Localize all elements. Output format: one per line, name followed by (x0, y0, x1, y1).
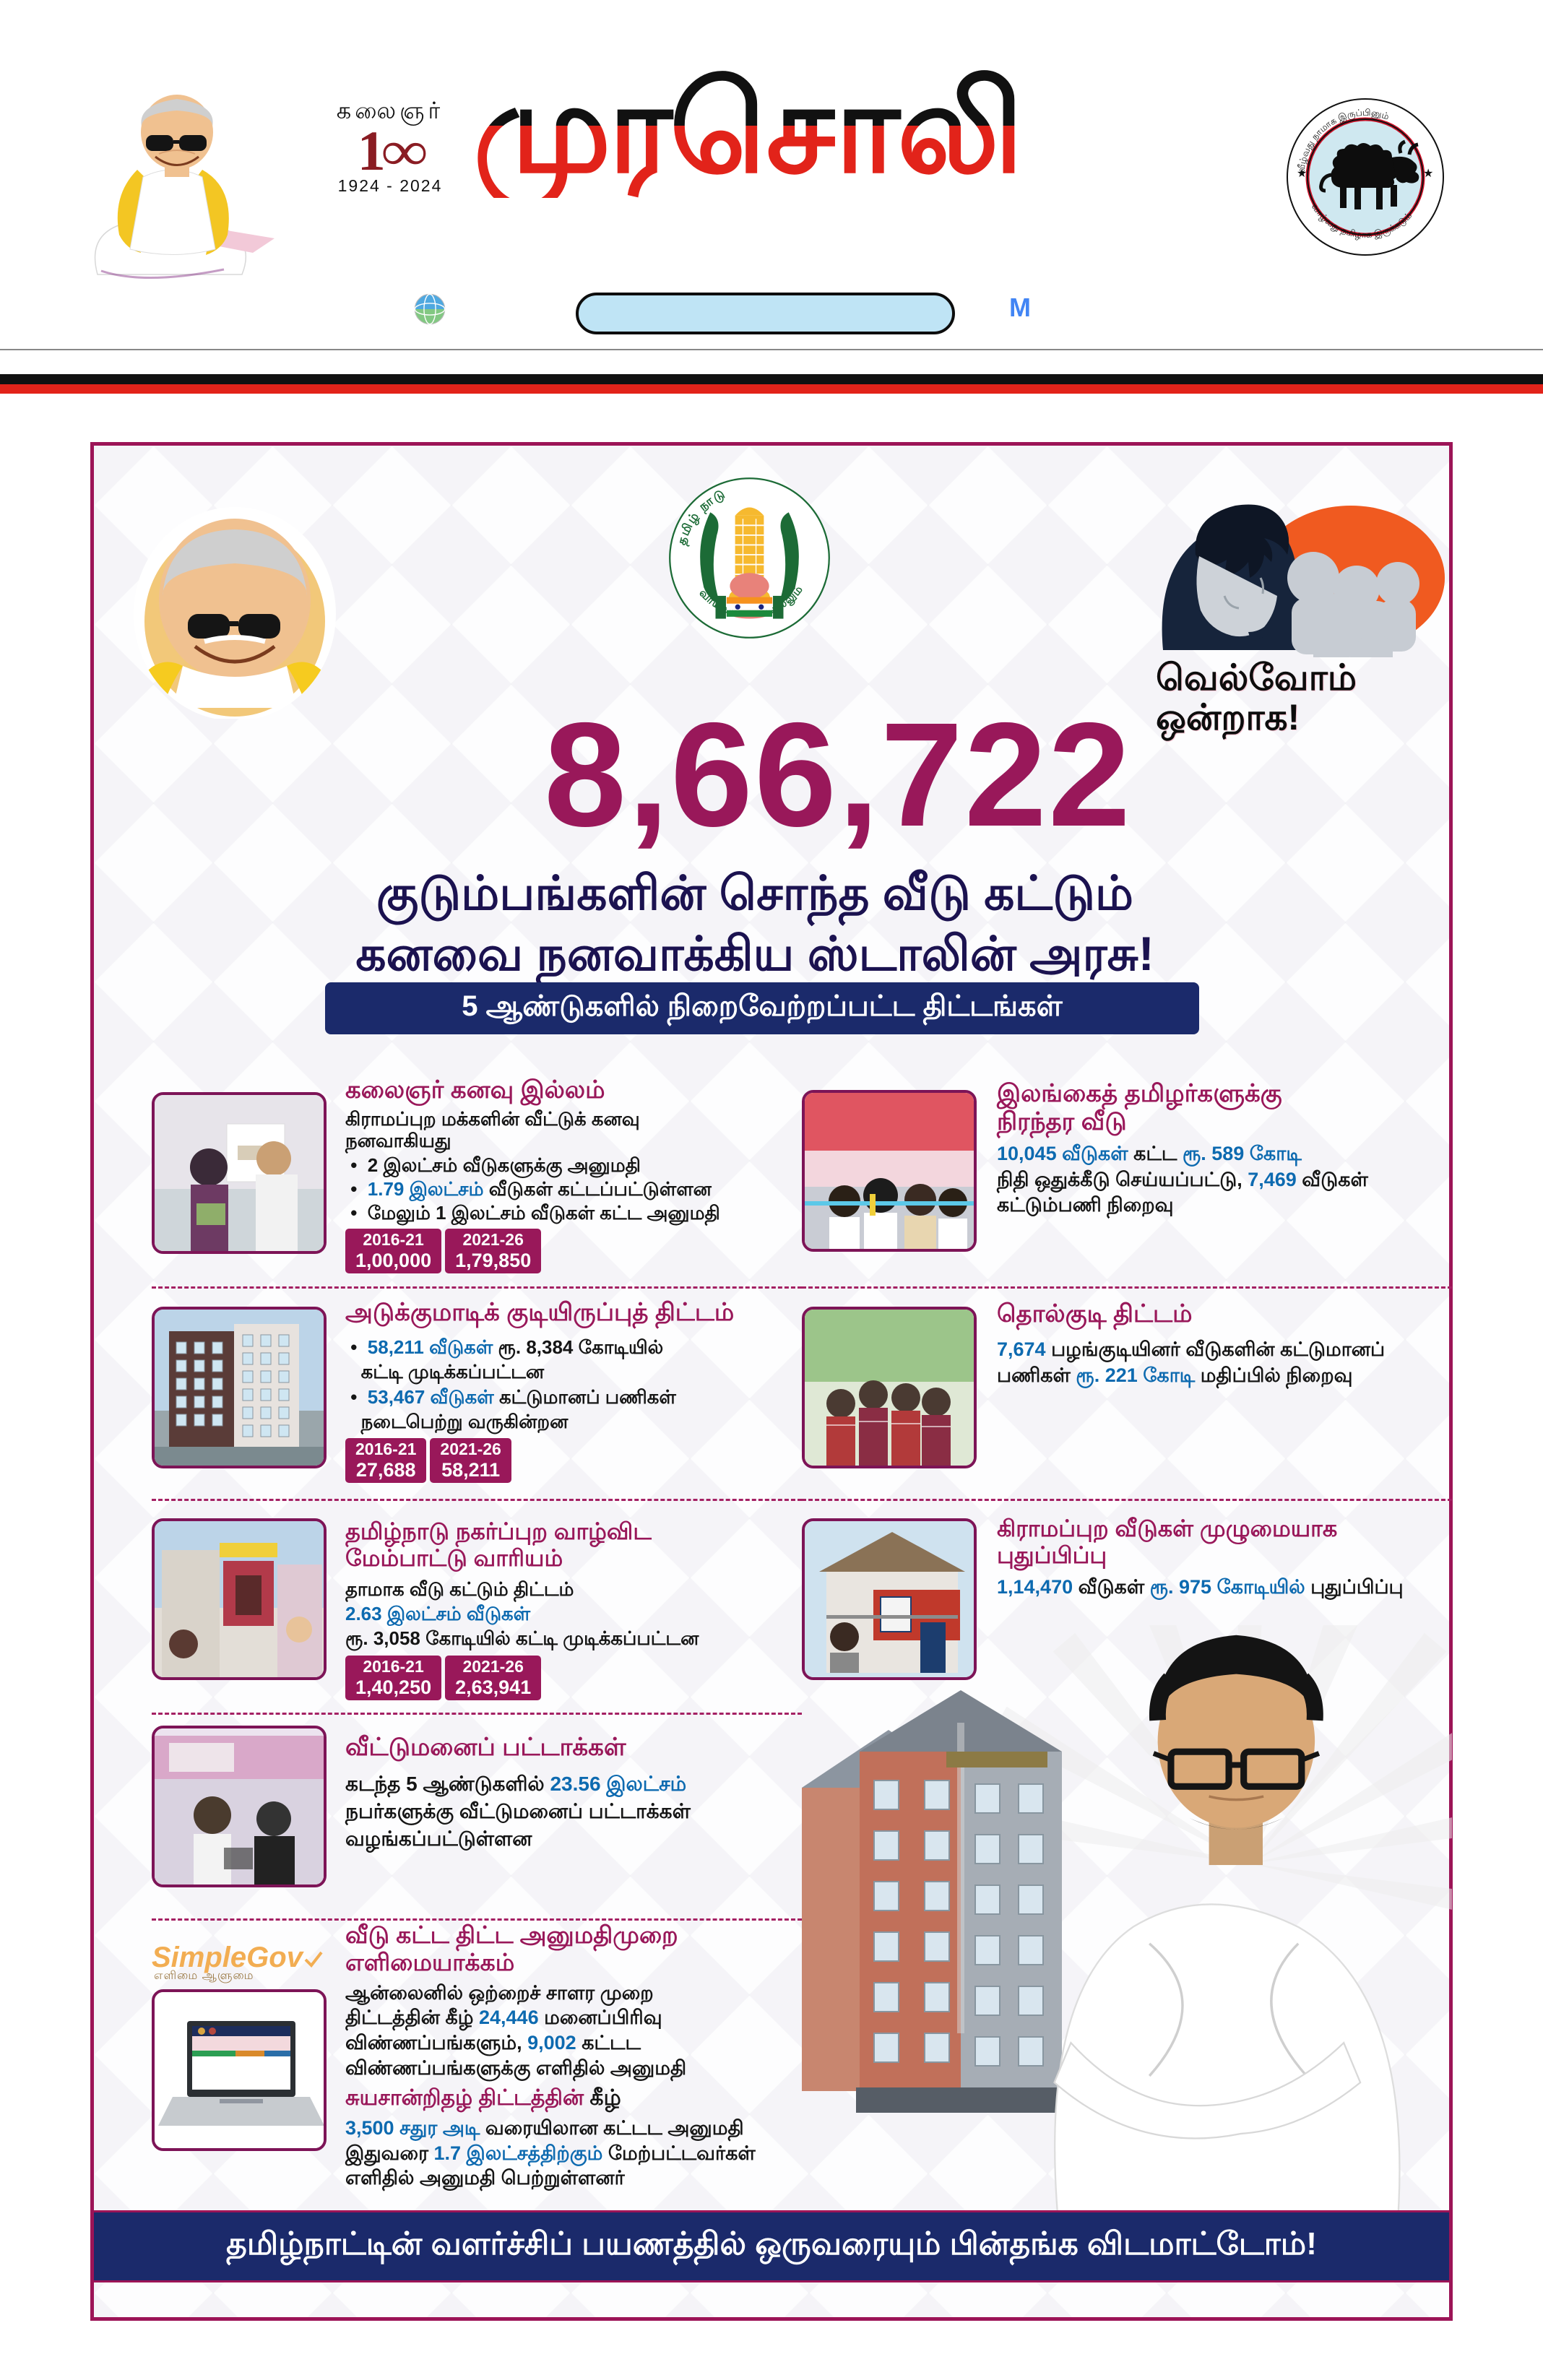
svg-text:★: ★ (1423, 168, 1433, 180)
